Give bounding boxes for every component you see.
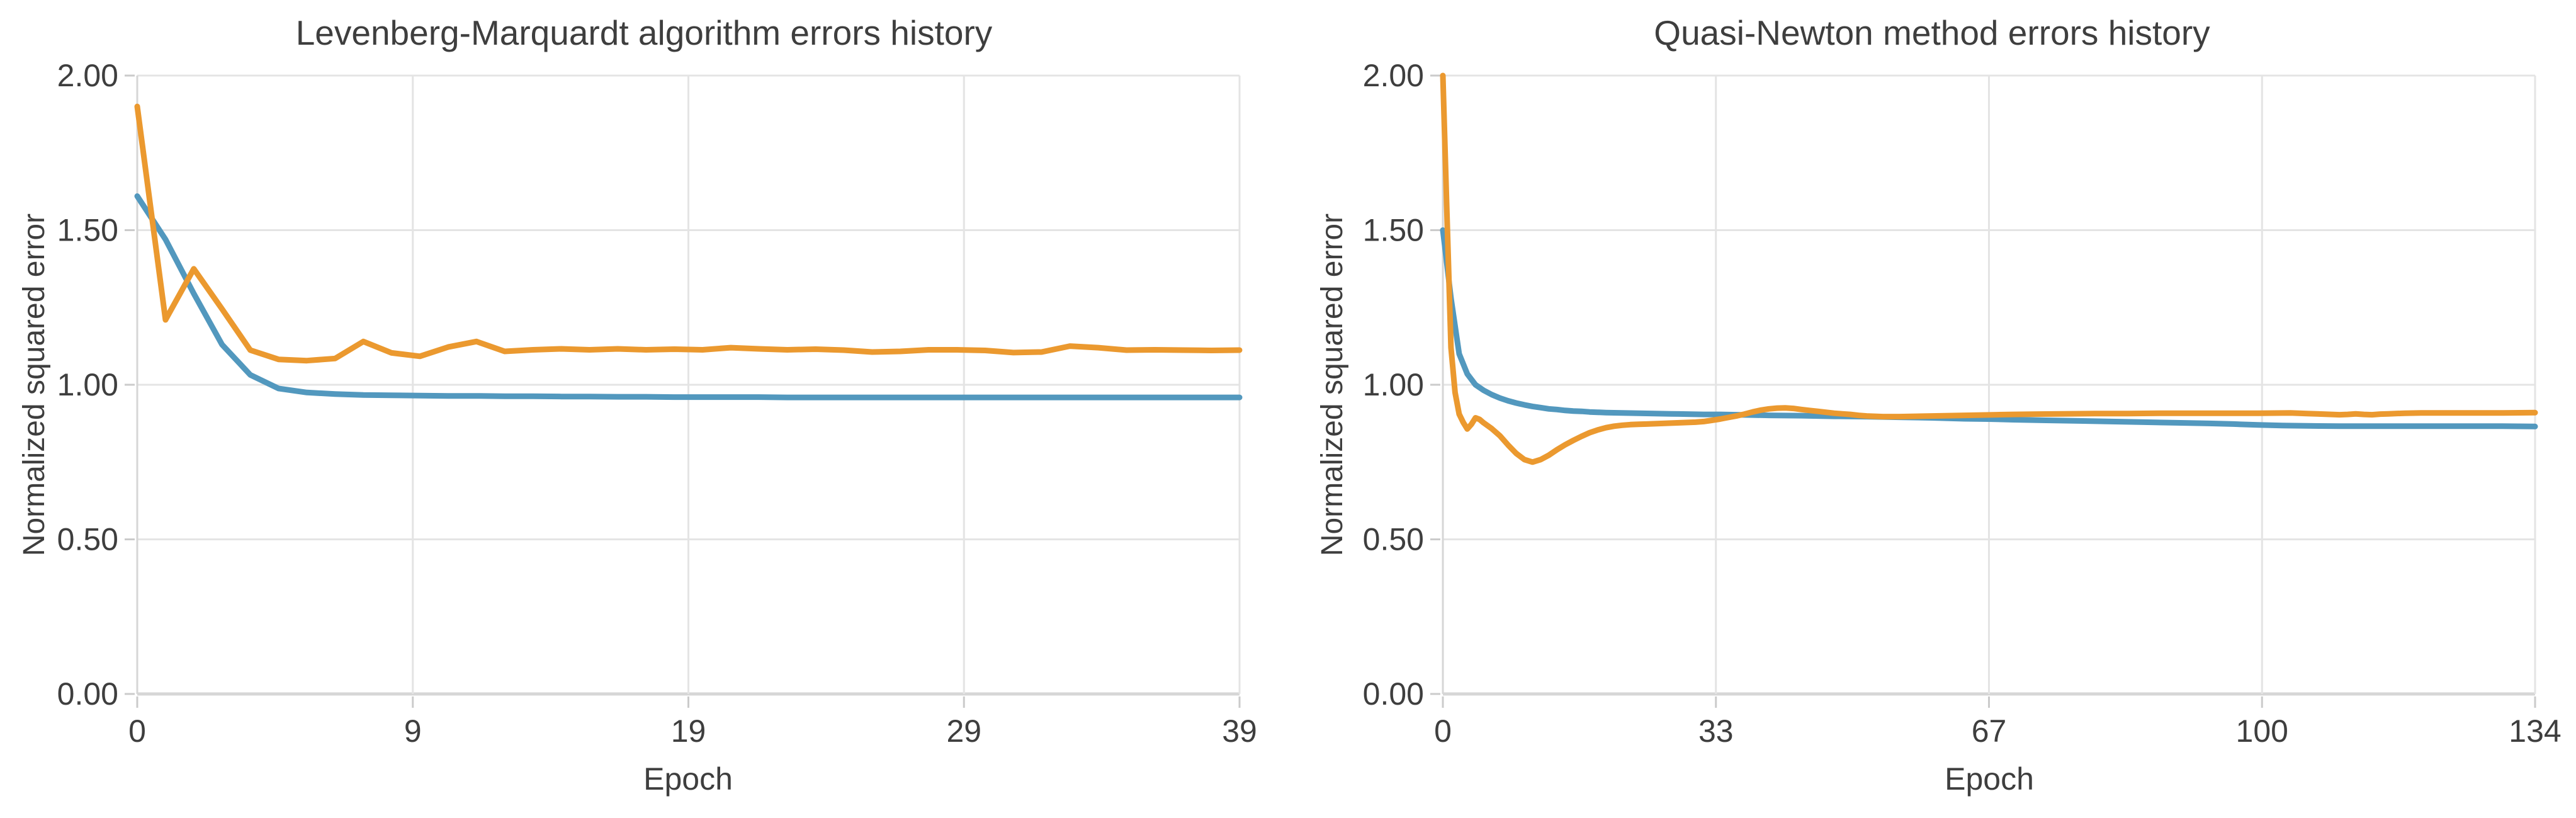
x-tick-label: 67 [1972,713,2007,749]
left-chart-title: Levenberg-Marquardt algorithm errors his… [295,13,993,52]
left-y-axis-title: Normalized squared error [18,213,51,557]
levenberg-marquardt-plot: 0.00 0.50 1.00 1.50 2.00 0 9 19 29 39 [57,58,1257,749]
orange-error-curve-line [1440,72,2538,465]
x-tick-label: 0 [1434,713,1452,749]
y-tick-label: 0.50 [57,522,118,557]
blue-error-curve-line [1440,227,2538,429]
right-y-axis-title: Normalized squared error [1316,213,1349,557]
x-tick-label: 29 [946,713,981,749]
x-tick-label: 39 [1222,713,1257,749]
left-x-axis-title: Epoch [643,761,733,797]
y-tick-label: 0.00 [1363,676,1424,712]
y-tick-label: 1.50 [57,213,118,248]
x-tick-label: 100 [2236,713,2288,749]
y-tick-label: 2.00 [1363,58,1424,93]
y-tick-label: 1.50 [1363,213,1424,248]
quasi-newton-plot: 0.00 0.50 1.00 1.50 2.00 0 33 67 100 134 [1363,58,2562,749]
y-tick-label: 0.50 [1363,522,1424,557]
x-tick-label: 19 [671,713,706,749]
x-tick-label: 0 [128,713,146,749]
y-tick-label: 1.00 [1363,367,1424,402]
x-tick-label: 134 [2509,713,2561,749]
y-tick-label: 0.00 [57,676,118,712]
right-chart-title: Quasi-Newton method errors history [1654,13,2210,52]
blue-error-curve-line [134,193,1243,400]
y-tick-label: 2.00 [57,58,118,93]
orange-error-curve-line [134,103,1243,364]
right-x-axis-title: Epoch [1945,761,2034,797]
x-tick-label: 33 [1698,713,1734,749]
y-tick-label: 1.00 [57,367,118,402]
x-tick-label: 9 [404,713,422,749]
